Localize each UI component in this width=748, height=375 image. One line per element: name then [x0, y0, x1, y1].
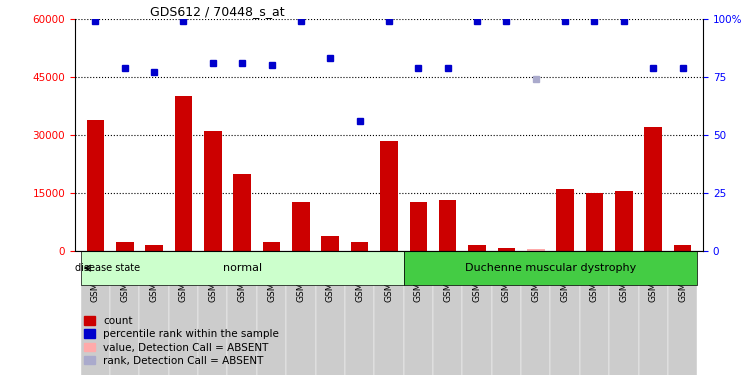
- Bar: [198, 251, 227, 375]
- Bar: [263, 242, 280, 251]
- Bar: [227, 251, 257, 375]
- Text: GDS612 / 70448_s_at: GDS612 / 70448_s_at: [150, 4, 285, 18]
- Bar: [292, 202, 310, 251]
- Bar: [345, 251, 374, 375]
- Bar: [374, 251, 404, 375]
- Bar: [586, 193, 604, 251]
- Bar: [380, 141, 398, 251]
- Bar: [322, 236, 339, 251]
- Bar: [668, 251, 697, 375]
- Bar: [615, 191, 633, 251]
- Bar: [491, 251, 521, 375]
- Bar: [462, 251, 491, 375]
- Bar: [110, 251, 139, 375]
- Text: Duchenne muscular dystrophy: Duchenne muscular dystrophy: [465, 263, 636, 273]
- Bar: [409, 202, 427, 251]
- Bar: [351, 242, 369, 251]
- Bar: [674, 246, 691, 251]
- Bar: [404, 251, 697, 285]
- Bar: [174, 96, 192, 251]
- Bar: [233, 174, 251, 251]
- Bar: [257, 251, 286, 375]
- Bar: [139, 251, 169, 375]
- Bar: [521, 251, 551, 375]
- Bar: [204, 131, 221, 251]
- Bar: [439, 200, 456, 251]
- Bar: [145, 246, 163, 251]
- Bar: [316, 251, 345, 375]
- Legend: count, percentile rank within the sample, value, Detection Call = ABSENT, rank, : count, percentile rank within the sample…: [80, 312, 283, 370]
- Bar: [639, 251, 668, 375]
- Bar: [81, 251, 110, 375]
- Bar: [169, 251, 198, 375]
- Bar: [497, 248, 515, 251]
- Bar: [404, 251, 433, 375]
- Bar: [433, 251, 462, 375]
- Text: disease state: disease state: [76, 263, 141, 273]
- Bar: [644, 127, 662, 251]
- Bar: [468, 246, 486, 251]
- Bar: [81, 251, 404, 285]
- Bar: [527, 249, 545, 251]
- Bar: [580, 251, 609, 375]
- Bar: [116, 242, 134, 251]
- Bar: [609, 251, 639, 375]
- Text: normal: normal: [223, 263, 262, 273]
- Bar: [557, 189, 574, 251]
- Bar: [551, 251, 580, 375]
- Bar: [286, 251, 316, 375]
- Bar: [87, 120, 104, 251]
